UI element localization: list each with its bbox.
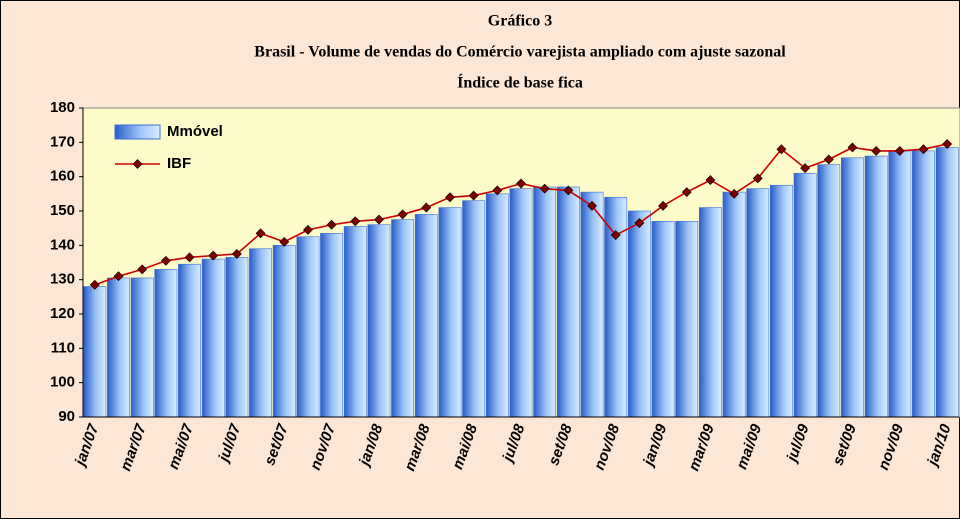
bar — [770, 184, 793, 418]
bar — [320, 233, 344, 418]
marker — [137, 264, 148, 275]
marker — [847, 142, 858, 153]
y-tick-label: 120 — [50, 305, 75, 322]
marker — [563, 185, 574, 196]
marker — [658, 200, 668, 211]
bar — [722, 191, 746, 418]
marker — [752, 173, 763, 184]
bar — [935, 147, 959, 418]
marker — [705, 175, 716, 186]
marker — [516, 178, 526, 189]
bar — [533, 186, 557, 418]
marker — [160, 255, 171, 266]
y-tick-label: 170 — [50, 133, 75, 150]
bar — [651, 221, 675, 418]
y-tick-label: 140 — [50, 236, 75, 253]
marker — [776, 144, 787, 155]
marker — [823, 154, 834, 165]
legend-marker — [132, 159, 143, 169]
bar — [817, 164, 841, 418]
marker — [326, 219, 337, 230]
marker — [113, 271, 124, 282]
marker — [894, 145, 905, 156]
bar — [793, 172, 817, 418]
marker — [634, 218, 645, 228]
marker — [942, 139, 953, 149]
marker — [302, 224, 313, 235]
marker — [610, 230, 621, 240]
marker — [681, 187, 692, 198]
bar — [556, 186, 580, 418]
bar — [225, 257, 249, 418]
marker — [89, 279, 100, 290]
bar — [438, 207, 462, 418]
marker — [255, 228, 266, 239]
marker — [421, 202, 432, 213]
bar — [391, 219, 415, 418]
bar — [201, 258, 225, 418]
marker — [539, 183, 550, 194]
marker — [800, 163, 811, 174]
legend-label: Mmóvel — [167, 123, 223, 140]
y-tick-label: 150 — [50, 202, 75, 219]
marker — [445, 192, 455, 203]
bar — [864, 155, 888, 418]
bar — [343, 226, 367, 418]
bar — [367, 224, 391, 418]
marker — [729, 188, 740, 199]
bar — [509, 188, 533, 418]
y-tick-label: 110 — [51, 339, 75, 356]
bar — [580, 191, 604, 418]
bar — [178, 263, 201, 418]
bar — [296, 236, 320, 418]
y-tick-label: 180 — [50, 99, 75, 116]
marker — [350, 216, 361, 227]
y-tick-label: 160 — [50, 168, 75, 185]
chart-subtitle: Índice de base fica — [457, 73, 583, 92]
y-tick-label: 90 — [58, 408, 75, 425]
bar — [249, 248, 272, 418]
bar — [627, 210, 651, 418]
legend-label: IBF — [167, 155, 191, 172]
y-tick-label: 130 — [50, 271, 75, 288]
bar — [698, 207, 722, 418]
bar — [462, 200, 486, 418]
bar — [912, 150, 935, 418]
bar — [414, 214, 438, 418]
marker — [374, 214, 384, 225]
marker — [279, 236, 290, 247]
marker — [918, 144, 929, 155]
marker — [587, 200, 597, 211]
marker — [231, 248, 242, 259]
marker — [208, 250, 219, 261]
y-tick-label: 100 — [50, 374, 75, 391]
bar — [130, 277, 154, 418]
bar — [154, 269, 178, 418]
bar — [888, 150, 912, 418]
marker — [184, 252, 195, 263]
bar — [107, 277, 130, 418]
marker — [468, 190, 479, 201]
bar — [841, 157, 864, 418]
marker — [397, 209, 408, 220]
chart-title: Gráfico 3 — [488, 13, 552, 30]
bar — [746, 188, 770, 418]
legend-swatch — [114, 124, 161, 140]
marker — [871, 145, 882, 156]
bar — [675, 221, 699, 418]
marker — [492, 185, 503, 196]
chart-subtitle: Brasil - Volume de vendas do Comércio va… — [254, 44, 786, 61]
bar — [485, 193, 509, 418]
bar — [272, 245, 296, 418]
bar — [83, 286, 107, 418]
